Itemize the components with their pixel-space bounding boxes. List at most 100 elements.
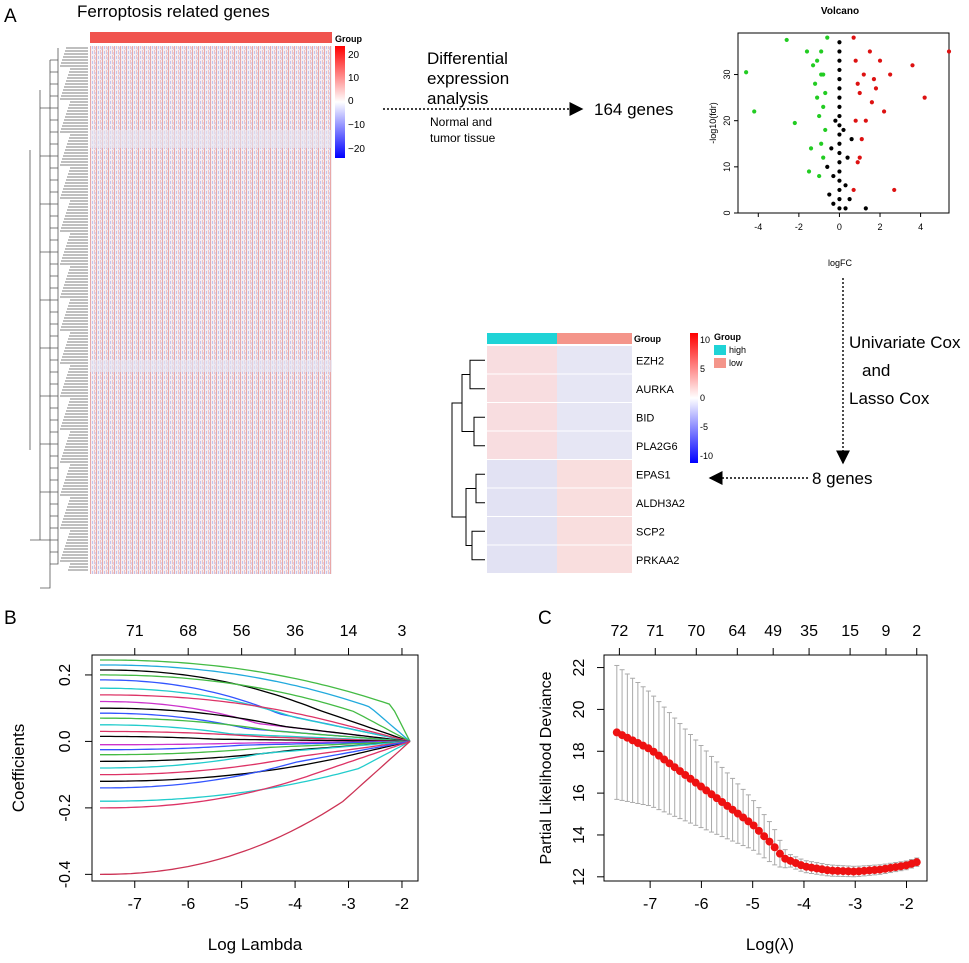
cv-point <box>770 843 779 852</box>
cv-xtick-label: -4 <box>797 896 811 913</box>
volcano-point-up <box>861 72 866 77</box>
cv-xtick-label: -7 <box>643 896 657 913</box>
dendrogram-branches <box>29 47 88 589</box>
heatmap2-cell-high <box>487 460 557 488</box>
volcano-point-down <box>817 113 822 119</box>
heatmap2-cell-high <box>487 374 557 402</box>
heatmap1-legend-tick: −20 <box>348 144 365 155</box>
cv-deviance-plot: -7 -6 -5 -4 -3 -2 12 14 16 18 20 22 72 71 70 64 49 35 15 9 2… <box>538 623 928 954</box>
de-text-line3: analysis <box>427 89 488 108</box>
lasso-xtick-label: -5 <box>235 896 249 913</box>
volcano-point-ns <box>837 113 842 119</box>
heatmap2-cell-low <box>557 517 632 545</box>
heatmap2-cell-low <box>557 488 632 516</box>
cv-xtick-label: -2 <box>899 896 913 913</box>
heatmap2-legend-high-swatch <box>714 345 726 355</box>
lasso-coefficient-path <box>100 740 411 776</box>
cv-point <box>775 849 784 858</box>
lasso-top-tick-label: 3 <box>398 623 407 640</box>
volcano-ylabel: -log10(fdr) <box>708 102 718 144</box>
heatmap2-group-low-bar <box>557 333 632 344</box>
heatmap2-legend-title: Group <box>714 332 741 342</box>
volcano-point-ns <box>837 40 842 45</box>
cv-top-tick-label: 70 <box>687 623 705 640</box>
heatmap1-legend-tick: 0 <box>348 96 354 107</box>
volcano-point-up <box>869 100 875 105</box>
lasso-coefficient-path <box>100 740 411 789</box>
cv-top-tick-label: 9 <box>882 623 891 640</box>
volcano-plot: Volcano logFC -log10(fdr) -4 -2 0 2 4 0 10 20 30 <box>708 6 952 268</box>
volcano-point-down <box>823 90 828 96</box>
heatmap1-band <box>90 130 332 148</box>
volcano-point-ns <box>837 141 842 146</box>
cv-ytick-label: 12 <box>571 868 588 886</box>
volcano-point-up <box>855 160 860 165</box>
volcano-point-up <box>873 86 879 91</box>
heatmap2-cell-high <box>487 431 557 459</box>
volcano-point-down <box>752 109 757 114</box>
cv-ylabel: Partial Likelihood Deviance <box>538 671 555 864</box>
heatmap2-cell-low <box>557 346 632 374</box>
volcano-point-ns <box>837 86 842 91</box>
volcano-points <box>744 35 952 211</box>
volcano-point-down <box>821 155 826 160</box>
volcano-point-up <box>910 63 915 68</box>
volcano-point-ns <box>831 173 836 179</box>
cv-axes: -7 -6 -5 -4 -3 -2 12 14 16 18 20 22 72 71 70 64 49 35 15 9 2 <box>571 623 921 913</box>
heatmap2-gene-label: BID <box>636 412 654 424</box>
volcano-ytick-label: 20 <box>722 116 732 126</box>
volcano-xtick-label: -2 <box>795 222 803 232</box>
lasso-xtick-label: -4 <box>288 896 302 913</box>
cv-xtick-label: -6 <box>694 896 708 913</box>
lasso-ytick-label: -0.4 <box>57 860 74 888</box>
volcano-point-up <box>857 90 862 96</box>
volcano-point-ns <box>837 206 842 211</box>
cv-xtick-label: -3 <box>848 896 862 913</box>
volcano-point-up <box>851 35 856 40</box>
lasso-xtick-label: -3 <box>341 896 355 913</box>
tissue-text-line1: Normal and <box>430 115 492 129</box>
cv-frame <box>603 654 928 882</box>
volcano-point-ns <box>837 67 842 73</box>
lasso-coefficient-path <box>100 659 411 742</box>
heatmap2-rows <box>487 346 632 573</box>
cv-ytick-label: 18 <box>571 742 588 760</box>
volcano-point-ns <box>837 187 842 193</box>
volcano-point-ns <box>831 201 836 206</box>
volcano-point-ns <box>847 197 852 202</box>
volcano-point-ns <box>827 192 832 197</box>
heatmap2-dendrogram <box>451 359 485 561</box>
volcano-point-up <box>859 137 864 142</box>
heatmap2-gene-label: AURKA <box>636 384 675 396</box>
volcano-axes: -4 -2 0 2 4 0 10 20 30 <box>722 70 923 232</box>
volcano-point-up <box>922 95 927 100</box>
genes-8-label: 8 genes <box>812 469 873 488</box>
volcano-point-ns <box>829 146 834 151</box>
panel-label-c: C <box>538 608 552 629</box>
cv-top-tick-label: 15 <box>841 623 859 640</box>
heatmap1-group-bar <box>90 32 332 43</box>
cv-error-bars <box>614 664 920 878</box>
heatmap1-legend-tick: 20 <box>348 50 360 61</box>
volcano-point-ns <box>837 178 842 183</box>
heatmap2-cell-low <box>557 431 632 459</box>
volcano-xtick-label: 4 <box>918 222 923 232</box>
volcano-point-up <box>853 58 858 63</box>
lasso-xlabel: Log Lambda <box>208 935 303 954</box>
lasso-xtick-label: -2 <box>395 896 409 913</box>
heatmap2-cell-high <box>487 545 557 573</box>
lasso-axes: -7 -6 -5 -4 -3 -2 -0.4 -0.2 0.0 0.2 71 68 56 36 14 3 <box>57 623 409 913</box>
lasso-coefficient-path <box>100 674 411 742</box>
heatmap2-gene-label: ALDH3A2 <box>636 498 685 510</box>
volcano-point-down <box>812 81 818 86</box>
volcano-point-ns <box>837 77 842 82</box>
volcano-point-up <box>888 72 893 77</box>
volcano-point-up <box>881 109 887 114</box>
volcano-point-down <box>804 49 810 54</box>
de-text-line1: Differential <box>427 49 508 68</box>
volcano-point-up <box>871 77 877 82</box>
cv-ytick-label: 16 <box>571 784 588 802</box>
volcano-xtick-label: -4 <box>754 222 762 232</box>
cox-text-line3: Lasso Cox <box>849 389 930 408</box>
heatmap1-group-label: Group <box>335 34 362 44</box>
